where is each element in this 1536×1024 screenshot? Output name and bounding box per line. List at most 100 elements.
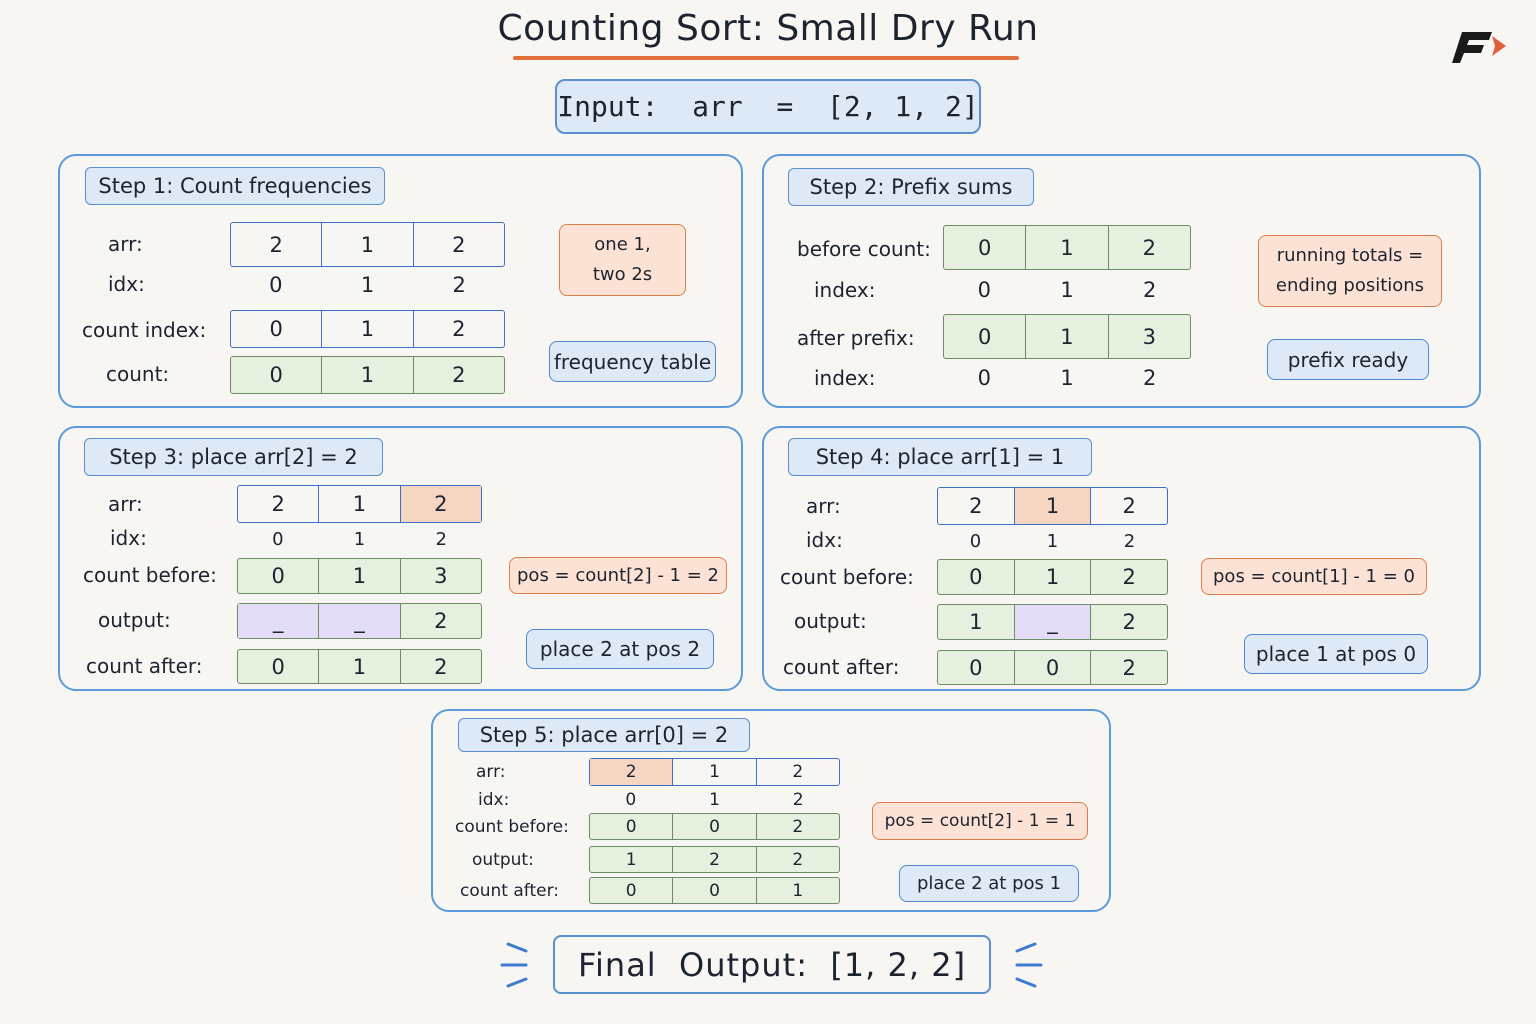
- count-cell: 2: [399, 650, 481, 683]
- step5-count-before-label: count before:: [455, 817, 569, 837]
- step1-tag: frequency table: [549, 341, 716, 382]
- step2-note: running totals = ending positions: [1258, 235, 1442, 307]
- step2-after-label: after prefix:: [797, 326, 915, 350]
- brand-logo-icon: [1452, 32, 1506, 63]
- step3-title: Step 3: place arr[2] = 2: [84, 438, 383, 476]
- index-cell: 0: [969, 530, 982, 552]
- step4-count-after-row: 0 0 2: [937, 650, 1168, 685]
- step4-count-before-row: 0 1 2: [937, 559, 1168, 595]
- array-cell: 1: [321, 223, 412, 266]
- output-cell: 2: [755, 847, 839, 872]
- output-cell: 1: [969, 610, 983, 634]
- prefix-cell: 0: [977, 324, 992, 349]
- step2-tag: prefix ready: [1267, 339, 1429, 380]
- count-cell: 1: [1025, 226, 1107, 269]
- step4-title: Step 4: place arr[1] = 1: [788, 438, 1092, 476]
- step2-panel: Step 2: Prefix sums before count: 0 1 2 …: [762, 154, 1481, 408]
- step5-idx-row: 0 1 2: [589, 788, 840, 812]
- index-cell: 1: [1046, 530, 1059, 552]
- step3-idx-label: idx:: [110, 526, 147, 550]
- count-cell: 0: [672, 814, 755, 839]
- count-cell: 2: [755, 814, 839, 839]
- step5-output-label: output:: [472, 850, 534, 870]
- index-cell: 2: [792, 790, 804, 810]
- step4-arr-label: arr:: [806, 494, 841, 518]
- step3-output-label: output:: [98, 608, 171, 632]
- array-cell: 2: [271, 492, 285, 516]
- count-cell: 0: [672, 878, 755, 903]
- final-output-box: Final Output: [1, 2, 2]: [553, 935, 991, 994]
- prefix-cell: 1: [1025, 315, 1107, 358]
- index-cell: 1: [360, 273, 375, 297]
- array-cell: 2: [412, 223, 504, 266]
- step2-index1-row: 0 1 2: [943, 275, 1191, 305]
- step1-count-index-row: 0 1 2: [230, 310, 505, 348]
- index-cell: 1: [353, 528, 366, 550]
- array-cell: 2: [755, 759, 839, 785]
- step5-output-row: 1 2 2: [589, 846, 840, 873]
- array-cell-current: 1: [1013, 488, 1091, 524]
- index-cell: 2: [435, 528, 447, 550]
- sparkle-right-icon: [1015, 942, 1043, 988]
- step2-before-row: 0 1 2: [943, 225, 1191, 270]
- step3-tag: place 2 at pos 2: [526, 629, 714, 669]
- step5-formula: pos = count[2] - 1 = 1: [872, 802, 1088, 840]
- index-cell: 1: [1060, 366, 1074, 390]
- step1-idx-label: idx:: [108, 272, 145, 296]
- step4-output-label: output:: [794, 609, 867, 633]
- step5-title: Step 5: place arr[0] = 2: [458, 718, 750, 752]
- step2-before-label: before count:: [797, 237, 931, 261]
- step5-count-after-row: 0 0 1: [589, 877, 840, 904]
- step2-after-row: 0 1 3: [943, 314, 1191, 359]
- count-index-cell: 1: [321, 311, 412, 347]
- output-cell: 1: [625, 849, 637, 870]
- step5-count-before-row: 0 0 2: [589, 813, 840, 840]
- step3-panel: Step 3: place arr[2] = 2 arr: 2 1 2 idx:…: [58, 426, 743, 691]
- index-cell: 0: [269, 273, 283, 297]
- array-cell-current: 2: [399, 486, 481, 522]
- count-cell: 0: [977, 235, 992, 260]
- step2-index1-label: index:: [814, 278, 876, 302]
- title-underline: [513, 56, 1019, 60]
- step4-output-row: 1 _ 2: [937, 604, 1168, 640]
- step2-title: Step 2: Prefix sums: [788, 168, 1034, 206]
- count-cell: 0: [969, 655, 983, 680]
- index-cell: 0: [625, 790, 637, 810]
- count-cell: 1: [321, 357, 412, 393]
- step5-arr-label: arr:: [476, 762, 506, 782]
- step3-count-after-row: 0 1 2: [237, 649, 482, 684]
- prefix-cell: 3: [1107, 315, 1190, 358]
- index-cell: 1: [1060, 278, 1074, 302]
- step3-output-row: _ _ 2: [237, 603, 482, 639]
- count-cell: 2: [1090, 560, 1167, 594]
- count-cell: 1: [755, 878, 839, 903]
- step1-title: Step 1: Count frequencies: [85, 167, 385, 205]
- count-cell: 0: [969, 565, 983, 589]
- step1-idx-row: 0 1 2: [230, 270, 505, 300]
- step3-arr-label: arr:: [108, 492, 143, 516]
- output-cell: 2: [672, 847, 755, 872]
- count-cell: 3: [399, 559, 481, 593]
- step4-idx-row: 0 1 2: [937, 528, 1168, 554]
- index-cell: 0: [977, 278, 992, 302]
- array-cell: 1: [318, 486, 399, 522]
- step3-idx-row: 0 1 2: [237, 526, 482, 552]
- array-cell-current: 2: [590, 759, 673, 785]
- step3-count-after-label: count after:: [86, 654, 203, 678]
- count-cell: 0: [271, 654, 285, 679]
- step4-panel: Step 4: place arr[1] = 1 arr: 2 1 2 idx:…: [762, 426, 1481, 691]
- output-cell: 2: [399, 604, 481, 638]
- input-array-box: Input: arr = [2, 1, 2]: [555, 79, 981, 134]
- count-cell: 0: [625, 880, 637, 901]
- index-cell: 2: [1123, 530, 1136, 552]
- array-cell: 2: [269, 232, 283, 257]
- index-cell: 0: [977, 366, 992, 390]
- step1-count-row: 0 1 2: [230, 356, 505, 394]
- page-title: Counting Sort: Small Dry Run: [497, 8, 1039, 49]
- step2-index2-label: index:: [814, 366, 876, 390]
- step3-formula: pos = count[2] - 1 = 2: [509, 557, 727, 594]
- step1-count-index-label: count index:: [82, 318, 207, 342]
- count-cell: 1: [318, 650, 399, 683]
- step3-arr-row: 2 1 2: [237, 485, 482, 523]
- index-cell: 2: [1142, 366, 1157, 390]
